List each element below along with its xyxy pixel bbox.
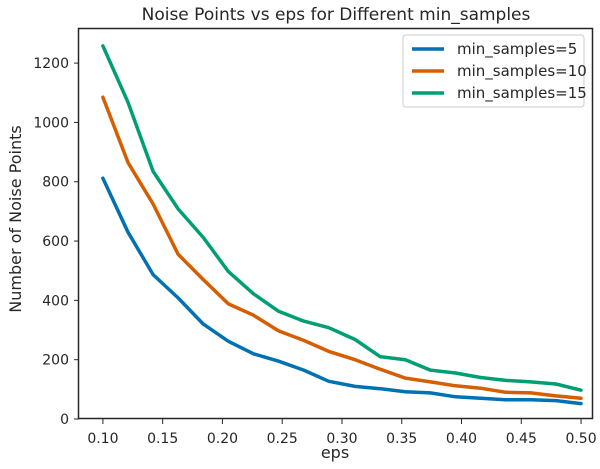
y-tick-label: 0 (60, 412, 69, 428)
legend-label: min_samples=10 (457, 62, 587, 81)
x-tick-label: 0.50 (565, 431, 596, 447)
series-line (101, 176, 583, 406)
y-tick-label: 600 (42, 234, 69, 250)
y-tick-label: 200 (42, 353, 69, 369)
plot-frame (77, 27, 594, 420)
legend-box (402, 34, 585, 108)
y-tick-label: 1000 (33, 115, 69, 131)
legend-label: min_samples=5 (457, 40, 577, 59)
y-axis-ticks: 0 200 400 600 800 1000 1200 (33, 56, 79, 428)
x-tick-label: 0.30 (326, 431, 357, 447)
x-tick-label: 0.15 (147, 431, 178, 447)
y-tick-label: 1200 (33, 56, 69, 72)
series-line (101, 44, 583, 392)
chart-title: Noise Points vs eps for Different min_sa… (142, 5, 531, 25)
legend: min_samples=5 min_samples=10 min_samples=1… (402, 34, 587, 108)
y-tick-label: 400 (42, 293, 69, 309)
x-axis-label: eps (321, 443, 349, 462)
series-lines (101, 44, 583, 406)
x-tick-label: 0.25 (267, 431, 298, 447)
x-tick-label: 0.10 (87, 431, 118, 447)
x-tick-label: 0.35 (386, 431, 417, 447)
legend-label: min_samples=15 (457, 84, 587, 103)
x-tick-label: 0.40 (446, 431, 477, 447)
y-axis-label: Number of Noise Points (6, 125, 25, 312)
x-tick-label: 0.45 (506, 431, 537, 447)
x-tick-label: 0.20 (207, 431, 238, 447)
x-axis-ticks: 0.10 0.15 0.20 0.25 0.30 0.35 0.40 0.45 0.50 (87, 419, 597, 447)
series-line (101, 95, 583, 400)
y-tick-label: 800 (42, 175, 69, 191)
